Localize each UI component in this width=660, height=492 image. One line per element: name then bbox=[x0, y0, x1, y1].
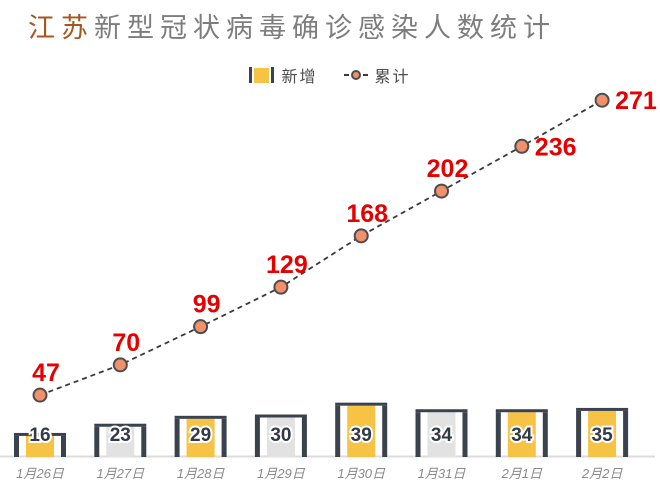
line-marker bbox=[32, 387, 48, 403]
line-marker bbox=[594, 92, 610, 108]
bar-right-post bbox=[382, 405, 388, 457]
bar-left-post bbox=[94, 426, 100, 457]
line-marker bbox=[353, 228, 369, 244]
bar-left-post bbox=[14, 435, 19, 457]
bar-series-icon bbox=[249, 67, 275, 83]
line-value-label: 47 bbox=[32, 359, 60, 387]
bar-right-post bbox=[221, 418, 227, 457]
bar-value-label: 34 bbox=[431, 425, 453, 446]
line-marker bbox=[514, 138, 530, 154]
cumulative-line bbox=[39, 99, 603, 396]
line-marker bbox=[112, 357, 128, 373]
x-tick-label: 1月27日 bbox=[96, 466, 145, 481]
x-tick-label: 1月28日 bbox=[177, 466, 226, 481]
line-icon-left-dash bbox=[343, 74, 349, 76]
bar-fill bbox=[427, 412, 456, 457]
line-marker bbox=[273, 279, 289, 295]
bar-top-cap bbox=[576, 407, 629, 411]
bar-top-cap bbox=[254, 414, 307, 418]
x-tick-label: 1月29日 bbox=[257, 466, 306, 481]
x-axis-line bbox=[0, 455, 655, 458]
legend-item-cumulative: 累计 bbox=[343, 63, 411, 87]
bar-fill bbox=[26, 435, 54, 457]
x-tick-label: 1月31日 bbox=[418, 466, 467, 481]
bar-left-post bbox=[576, 410, 582, 457]
legend-label-new: 新增 bbox=[281, 69, 318, 86]
bar-right-post bbox=[623, 410, 629, 457]
bar-icon-left-post bbox=[249, 67, 253, 83]
title-region-highlight: 江苏 bbox=[28, 13, 94, 43]
bar-fill bbox=[186, 418, 215, 457]
bar-left-post bbox=[335, 405, 341, 457]
bar-right-post bbox=[542, 412, 548, 457]
bar-right-post bbox=[301, 417, 307, 457]
x-tick-label: 2月2日 bbox=[581, 466, 623, 481]
bar-left-post bbox=[415, 412, 421, 457]
bar-value-label: 35 bbox=[592, 425, 614, 446]
bar-value-label: 16 bbox=[29, 425, 50, 446]
legend-item-new: 新增 bbox=[249, 63, 317, 87]
bar-value-label: 29 bbox=[190, 425, 211, 446]
bar-right-post bbox=[462, 412, 468, 457]
line-value-label: 70 bbox=[112, 329, 140, 357]
line-value-label: 168 bbox=[346, 200, 388, 228]
bar-right-post bbox=[141, 426, 147, 457]
x-tick-label: 1月26日 bbox=[16, 466, 65, 481]
x-tick-label: 2月1日 bbox=[501, 466, 543, 481]
bar-value-label: 30 bbox=[270, 425, 291, 446]
legend: 新增 累计 bbox=[0, 62, 660, 88]
bar-value-label: 23 bbox=[110, 425, 131, 446]
bar-top-cap bbox=[14, 432, 66, 436]
line-marker bbox=[193, 319, 209, 335]
bar-fill bbox=[507, 412, 536, 457]
bar-fill bbox=[588, 410, 617, 457]
line-value-label: 99 bbox=[193, 291, 221, 319]
bar-top-cap bbox=[495, 409, 548, 413]
line-marker bbox=[434, 183, 449, 199]
bar-top-cap bbox=[94, 423, 147, 427]
bar-fill bbox=[347, 405, 376, 457]
line-value-label: 202 bbox=[427, 155, 469, 183]
x-tick-label: 1月30日 bbox=[337, 466, 386, 481]
title-rest: 新型冠状病毒确诊感染人数统计 bbox=[94, 13, 556, 43]
bar-fill bbox=[266, 417, 295, 457]
line-value-label: 129 bbox=[266, 251, 308, 279]
line-icon-marker bbox=[350, 70, 361, 80]
line-value-label: 271 bbox=[615, 87, 657, 115]
line-series-icon bbox=[343, 70, 368, 80]
bar-icon-square bbox=[254, 67, 270, 83]
bar-top-cap bbox=[415, 409, 468, 413]
bar-right-post bbox=[61, 435, 66, 457]
line-value-label: 236 bbox=[535, 133, 577, 161]
bar-left-post bbox=[495, 412, 501, 457]
page-title: 江苏新型冠状病毒确诊感染人数统计 bbox=[28, 6, 556, 45]
bar-fill bbox=[106, 426, 135, 457]
bar-top-cap bbox=[174, 415, 227, 419]
bar-value-label: 39 bbox=[351, 425, 372, 446]
bar-value-label: 34 bbox=[511, 425, 533, 446]
bar-left-post bbox=[254, 417, 260, 457]
bar-top-cap bbox=[335, 402, 388, 406]
legend-label-cumulative: 累计 bbox=[374, 69, 411, 86]
bar-icon-right-post bbox=[271, 67, 275, 83]
bar-left-post bbox=[174, 418, 180, 457]
line-icon-right-dash bbox=[362, 74, 368, 76]
